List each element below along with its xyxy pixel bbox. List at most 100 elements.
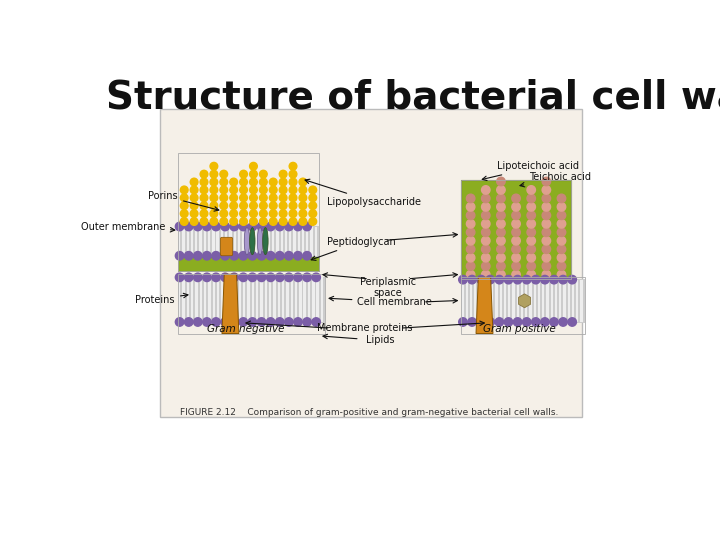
Bar (312, 278, 315, 322)
Circle shape (230, 273, 238, 281)
Bar (580, 280, 582, 322)
Circle shape (482, 271, 490, 279)
Bar (521, 280, 523, 322)
Circle shape (212, 273, 220, 281)
Circle shape (202, 222, 211, 231)
Bar (551, 280, 553, 322)
Circle shape (512, 245, 521, 253)
Circle shape (512, 194, 521, 202)
Circle shape (230, 218, 238, 225)
Circle shape (557, 262, 566, 271)
Bar (186, 226, 189, 256)
Bar (487, 280, 489, 322)
Circle shape (527, 202, 536, 211)
Circle shape (459, 318, 467, 326)
Bar (302, 226, 305, 256)
Circle shape (557, 220, 566, 228)
Text: Outer membrane: Outer membrane (81, 221, 175, 232)
Circle shape (299, 186, 307, 194)
Circle shape (497, 271, 505, 279)
Circle shape (194, 273, 202, 281)
Bar (293, 226, 296, 256)
Circle shape (284, 222, 293, 231)
Circle shape (527, 186, 536, 194)
Bar (221, 226, 223, 256)
Circle shape (200, 218, 208, 225)
Circle shape (180, 210, 188, 218)
Circle shape (250, 170, 257, 178)
Circle shape (200, 186, 208, 194)
Circle shape (180, 194, 188, 201)
Bar (212, 226, 215, 256)
Bar (238, 278, 241, 322)
Bar (191, 278, 194, 322)
FancyBboxPatch shape (220, 237, 233, 256)
Circle shape (289, 202, 297, 210)
Circle shape (259, 218, 267, 225)
Circle shape (279, 186, 287, 194)
Circle shape (221, 222, 230, 231)
Circle shape (230, 194, 238, 201)
Circle shape (495, 275, 503, 284)
Circle shape (482, 228, 490, 237)
Circle shape (497, 262, 505, 271)
Circle shape (221, 252, 230, 260)
Circle shape (497, 220, 505, 228)
Bar (508, 280, 510, 322)
Circle shape (527, 262, 536, 271)
Circle shape (259, 210, 267, 218)
Bar (504, 280, 506, 322)
Circle shape (230, 202, 238, 210)
Circle shape (250, 178, 257, 186)
Circle shape (210, 163, 217, 170)
Circle shape (176, 222, 184, 231)
Circle shape (239, 252, 248, 260)
Bar (534, 280, 536, 322)
Bar (247, 278, 250, 322)
Bar (199, 226, 202, 256)
Circle shape (200, 194, 208, 201)
Circle shape (309, 218, 317, 225)
Text: Gram positive: Gram positive (483, 324, 556, 334)
Circle shape (276, 222, 284, 231)
Circle shape (239, 222, 248, 231)
Circle shape (504, 318, 513, 326)
Circle shape (210, 210, 217, 218)
Circle shape (269, 218, 277, 225)
Circle shape (467, 237, 475, 245)
Bar (310, 226, 312, 256)
Text: FIGURE 2.12    Comparison of gram-positive and gram-negative bacterial cell wall: FIGURE 2.12 Comparison of gram-positive … (180, 408, 558, 416)
Circle shape (202, 273, 211, 281)
Bar (286, 278, 289, 322)
Circle shape (512, 202, 521, 211)
Circle shape (531, 275, 540, 284)
Circle shape (303, 252, 311, 260)
Circle shape (190, 186, 198, 194)
Bar (178, 226, 181, 256)
Circle shape (557, 211, 566, 220)
Circle shape (513, 275, 522, 284)
Circle shape (299, 194, 307, 201)
Circle shape (269, 202, 277, 210)
Circle shape (269, 194, 277, 201)
Bar (299, 278, 302, 322)
Circle shape (184, 273, 193, 281)
Text: Lipids: Lipids (366, 335, 395, 346)
Circle shape (527, 245, 536, 253)
Bar (251, 278, 254, 322)
Circle shape (257, 252, 266, 260)
Circle shape (527, 271, 536, 279)
Bar (238, 226, 240, 256)
Bar (285, 226, 287, 256)
Circle shape (557, 202, 566, 211)
Bar (186, 278, 189, 322)
Circle shape (240, 170, 248, 178)
Circle shape (303, 273, 311, 281)
Circle shape (239, 273, 248, 281)
Circle shape (467, 245, 475, 253)
Circle shape (220, 202, 228, 210)
Circle shape (284, 318, 293, 326)
Circle shape (279, 202, 287, 210)
Circle shape (220, 178, 228, 186)
Circle shape (294, 273, 302, 281)
